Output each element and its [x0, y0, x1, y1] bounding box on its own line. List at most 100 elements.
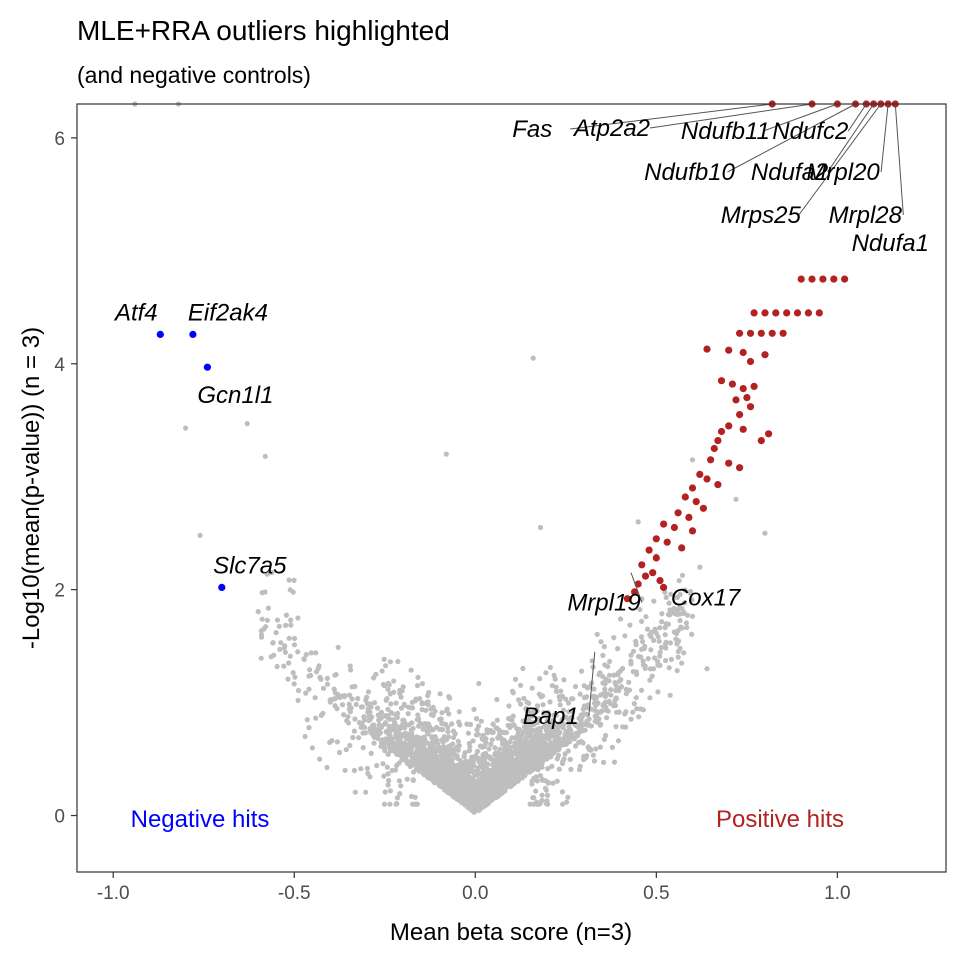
plot-border — [76, 103, 947, 873]
y-tick-label: 2 — [54, 581, 65, 602]
gene-point — [303, 652, 309, 658]
gene-point — [462, 794, 468, 800]
gene-point — [425, 754, 431, 760]
gene-point — [478, 788, 484, 794]
gene-point — [183, 425, 189, 431]
gene-point — [288, 622, 294, 628]
gene-point — [515, 731, 521, 737]
gene-point — [287, 587, 293, 593]
gene-point — [611, 635, 617, 641]
gene-point — [464, 798, 470, 804]
gene-point — [663, 594, 669, 601]
gene-point — [494, 717, 500, 723]
gene-point — [385, 686, 391, 693]
gene-point — [414, 717, 420, 723]
gene-point — [559, 693, 566, 699]
gene-point — [471, 794, 477, 800]
gene-point — [320, 710, 326, 717]
gene-point — [374, 705, 381, 711]
gene-point — [405, 711, 411, 717]
gene-point — [438, 716, 444, 722]
gene-point — [623, 691, 630, 697]
gene-point — [379, 668, 385, 674]
gene-point — [306, 725, 312, 731]
gene-point — [475, 731, 481, 738]
gene-point — [681, 600, 688, 606]
negative-hit-point — [203, 363, 211, 371]
gene-point — [447, 695, 453, 701]
gene-point — [613, 696, 620, 702]
gene-point — [396, 760, 402, 766]
gene-point — [488, 727, 494, 734]
gene-point — [302, 733, 308, 740]
gene-point — [341, 712, 347, 718]
gene-point — [483, 793, 489, 799]
gene-point — [400, 684, 406, 690]
gene-point — [547, 664, 553, 671]
positive-hit-point — [725, 346, 733, 354]
gene-point — [445, 729, 451, 735]
gene-point — [592, 718, 598, 724]
gene-label: Ndufa1 — [852, 230, 929, 257]
gene-point — [295, 649, 301, 655]
gene-point — [606, 672, 613, 678]
gene-point — [402, 725, 408, 731]
gene-point — [662, 589, 668, 595]
gene-point — [679, 660, 685, 666]
gene-point — [639, 687, 645, 693]
gene-point — [419, 681, 425, 687]
gene-point — [615, 646, 621, 652]
gene-point — [385, 751, 391, 757]
gene-point — [532, 776, 539, 783]
gene-point — [662, 632, 668, 638]
gene-point — [347, 709, 353, 715]
gene-point — [479, 762, 485, 768]
gene-point — [291, 635, 298, 642]
gene-point — [350, 734, 356, 741]
gene-point — [649, 673, 655, 679]
gene-point — [564, 730, 570, 736]
gene-point — [554, 736, 560, 742]
gene-point — [415, 767, 421, 773]
gene-point — [313, 650, 319, 656]
gene-point — [618, 676, 624, 683]
label-connector — [649, 103, 813, 129]
gene-point — [309, 745, 315, 751]
gene-point — [493, 750, 499, 756]
positive-hit-point — [779, 329, 787, 337]
gene-point — [640, 639, 646, 645]
gene-point — [639, 618, 645, 625]
label-connector — [763, 103, 838, 132]
gene-point — [577, 763, 583, 769]
gene-point — [667, 692, 673, 698]
gene-point — [378, 709, 384, 715]
gene-point — [558, 688, 564, 694]
gene-point — [657, 662, 663, 669]
gene-point — [410, 801, 416, 807]
y-tick-label: 0 — [54, 807, 65, 828]
gene-point — [440, 727, 446, 733]
gene-point — [437, 691, 443, 697]
gene-point — [519, 732, 525, 738]
gene-point — [581, 695, 588, 701]
gene-point — [278, 640, 284, 646]
gene-point — [598, 692, 604, 698]
positive-hit-point — [808, 275, 816, 283]
gene-point — [592, 693, 598, 700]
gene-point — [449, 721, 455, 727]
positive-hit-point — [736, 411, 744, 419]
gene-point — [394, 714, 400, 721]
gene-point — [410, 750, 416, 756]
positive-hit-point — [765, 430, 773, 438]
gene-label: Gcn1l1 — [197, 382, 273, 409]
positive-hit-point — [714, 481, 722, 489]
gene-point — [433, 764, 439, 770]
gene-point — [307, 667, 313, 673]
gene-point — [387, 788, 393, 794]
gene-point — [320, 685, 327, 692]
gene-point — [378, 715, 384, 721]
gene-point — [295, 697, 301, 704]
gene-point — [439, 767, 445, 773]
gene-point — [291, 642, 298, 648]
gene-point — [497, 730, 503, 736]
